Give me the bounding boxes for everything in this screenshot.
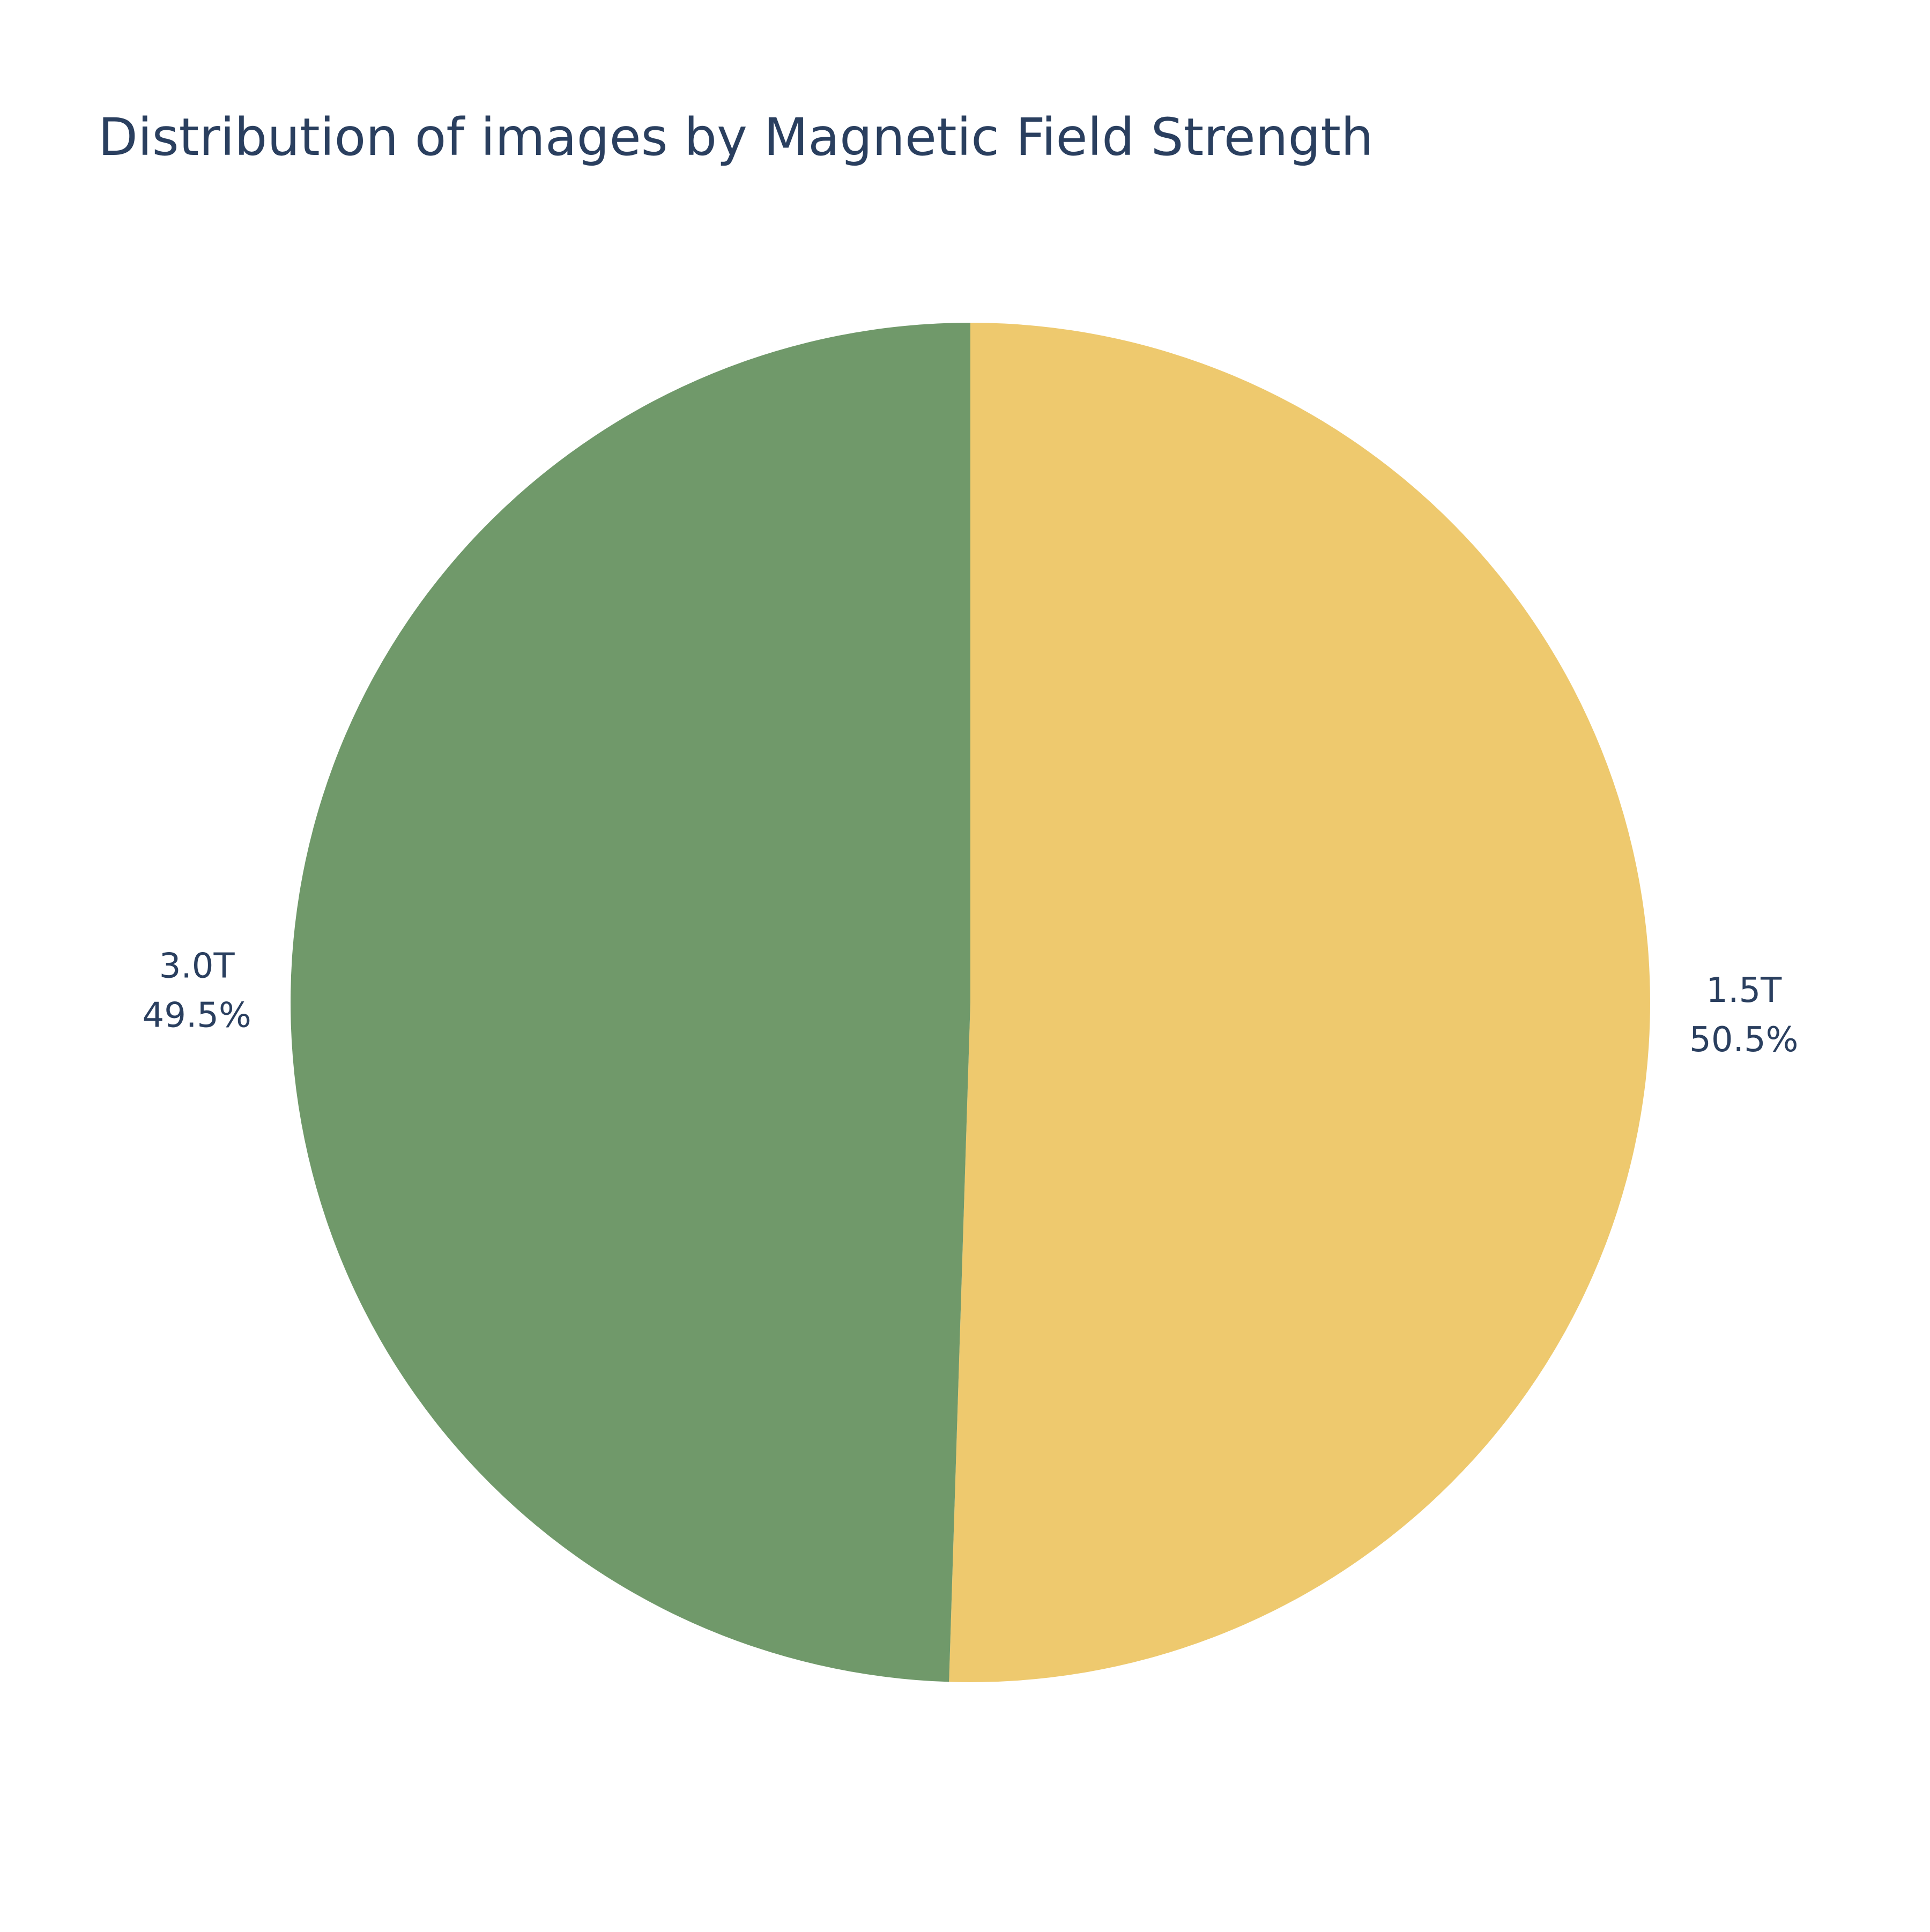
slice-label-name: 3.0T [159,947,235,986]
slice-label-1-5t: 1.5T 50.5% [1689,971,1798,1060]
slice-label-percent: 50.5% [1689,1020,1798,1060]
slice-label-percent: 49.5% [143,996,251,1036]
pie-slice-1-5t [949,323,1651,1683]
slice-label-name: 1.5T [1706,971,1782,1010]
slice-label-3-0t: 3.0T 49.5% [143,947,251,1036]
chart-title: Distribution of images by Magnetic Field… [98,107,1374,167]
pie-slice-3-0t [291,323,971,1682]
